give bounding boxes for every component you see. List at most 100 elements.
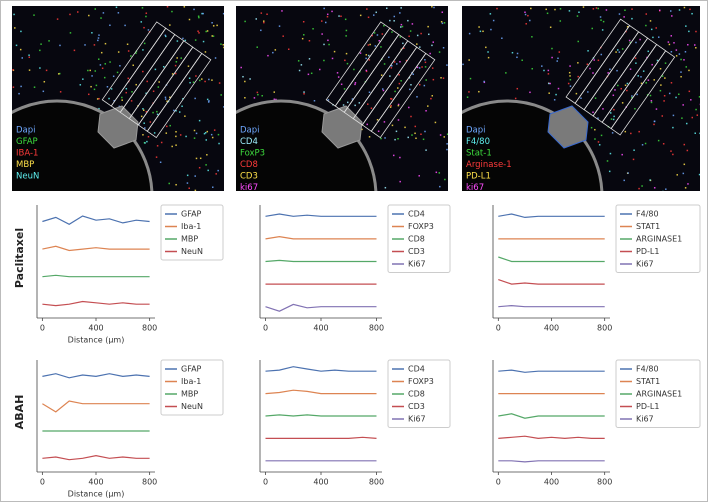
speckle bbox=[597, 59, 600, 62]
legend-label: STAT1 bbox=[636, 377, 660, 386]
speckle bbox=[378, 39, 380, 42]
speckle bbox=[672, 153, 674, 156]
speckle bbox=[188, 18, 191, 21]
speckle bbox=[146, 140, 148, 143]
speckle bbox=[193, 8, 195, 11]
speckle bbox=[395, 130, 398, 133]
channel-label: GFAP bbox=[16, 137, 38, 147]
speckle bbox=[404, 126, 406, 129]
speckle bbox=[345, 35, 347, 37]
speckle bbox=[194, 97, 196, 100]
speckle bbox=[89, 69, 91, 72]
series-line bbox=[42, 400, 150, 413]
speckle bbox=[94, 70, 97, 72]
channel-label: CD8 bbox=[240, 160, 258, 170]
speckle bbox=[695, 108, 697, 111]
legend-label: Iba-1 bbox=[181, 222, 201, 231]
speckle bbox=[433, 6, 435, 9]
speckle bbox=[303, 34, 305, 36]
speckle bbox=[197, 15, 200, 17]
speckle bbox=[257, 93, 259, 96]
speckle bbox=[410, 115, 412, 118]
speckle bbox=[222, 12, 224, 15]
speckle bbox=[73, 49, 76, 52]
speckle bbox=[642, 70, 645, 72]
speckle bbox=[653, 187, 656, 189]
x-tick-label: 800 bbox=[597, 478, 612, 487]
legend-label: MBP bbox=[181, 235, 198, 244]
speckle bbox=[273, 91, 276, 93]
speckle bbox=[208, 100, 210, 102]
speckle bbox=[446, 133, 448, 135]
speckle bbox=[694, 132, 696, 134]
speckle bbox=[155, 156, 158, 158]
speckle bbox=[414, 132, 416, 135]
speckle bbox=[113, 99, 115, 102]
x-tick-label: 400 bbox=[313, 478, 328, 487]
speckle bbox=[431, 44, 433, 47]
speckle bbox=[166, 125, 168, 128]
series-line bbox=[265, 414, 377, 417]
speckle bbox=[640, 76, 642, 78]
speckle bbox=[689, 8, 691, 11]
speckle bbox=[415, 137, 417, 140]
speckle bbox=[256, 46, 258, 48]
speckle bbox=[338, 15, 340, 17]
speckle bbox=[220, 43, 222, 45]
speckle bbox=[181, 105, 183, 108]
speckle bbox=[313, 100, 316, 102]
speckle bbox=[414, 125, 417, 128]
speckle bbox=[424, 59, 426, 61]
speckle bbox=[42, 90, 45, 93]
channel-label: CD4 bbox=[240, 137, 258, 147]
speckle bbox=[549, 82, 551, 85]
speckle bbox=[344, 18, 347, 21]
speckle bbox=[589, 67, 591, 70]
speckle bbox=[205, 30, 207, 33]
speckle bbox=[516, 52, 519, 55]
legend-box bbox=[387, 359, 451, 428]
speckle bbox=[208, 78, 210, 81]
speckle bbox=[267, 54, 269, 57]
speckle bbox=[650, 101, 653, 104]
legend-label: Ki67 bbox=[636, 415, 654, 424]
speckle bbox=[126, 43, 129, 46]
speckle bbox=[56, 18, 59, 20]
speckle bbox=[188, 187, 190, 189]
speckle bbox=[631, 95, 633, 97]
speckle bbox=[567, 82, 570, 85]
speckle bbox=[308, 39, 311, 42]
speckle bbox=[218, 82, 221, 84]
x-tick-label: 800 bbox=[142, 478, 157, 487]
series-line bbox=[42, 215, 150, 225]
series-line bbox=[498, 435, 605, 440]
legend-box bbox=[615, 204, 701, 273]
speckle bbox=[592, 72, 594, 74]
speckle bbox=[331, 10, 333, 13]
speckle bbox=[175, 61, 178, 63]
speckle bbox=[600, 134, 603, 137]
speckle bbox=[402, 42, 404, 45]
implant bbox=[321, 105, 363, 149]
series-line bbox=[42, 245, 150, 252]
speckle bbox=[171, 73, 174, 75]
speckle bbox=[501, 37, 503, 39]
speckle bbox=[396, 63, 398, 65]
speckle bbox=[623, 179, 625, 182]
speckle bbox=[673, 42, 675, 44]
speckle bbox=[678, 9, 681, 11]
speckle bbox=[182, 37, 184, 40]
legend-label: Ki67 bbox=[408, 415, 426, 424]
speckle bbox=[626, 25, 629, 28]
speckle bbox=[374, 45, 377, 47]
speckle bbox=[13, 13, 15, 16]
speckle bbox=[671, 15, 673, 17]
speckle bbox=[211, 79, 213, 81]
speckle bbox=[220, 94, 222, 96]
speckle bbox=[408, 106, 410, 109]
speckle bbox=[121, 99, 123, 101]
speckle bbox=[327, 39, 329, 42]
speckle bbox=[145, 92, 147, 95]
speckle bbox=[613, 108, 615, 111]
speckle bbox=[439, 134, 442, 136]
